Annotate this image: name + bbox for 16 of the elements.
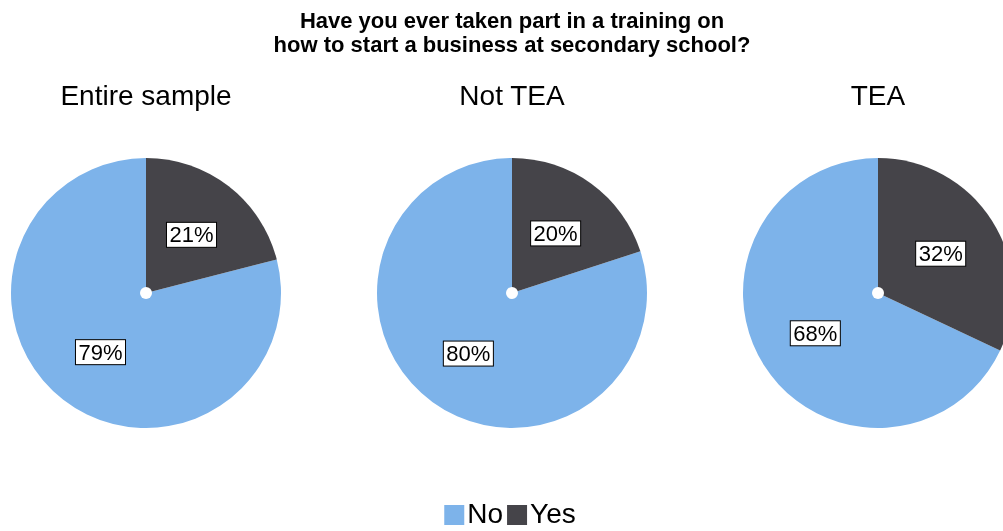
pie-slice	[146, 158, 277, 293]
pie-slice	[512, 158, 641, 293]
pie-slice	[377, 158, 647, 428]
data-label: 68%	[793, 320, 838, 346]
chart-subtitle: Entire sample	[60, 80, 232, 111]
data-label: 20%	[533, 220, 578, 246]
chart-subtitle: TEA	[850, 80, 906, 111]
chart-title: Have you ever taken part in a training on how to start a business at secondary school?	[273, 8, 751, 57]
chart-subtitle: Not TEA	[459, 80, 565, 111]
data-label: 79%	[78, 339, 123, 365]
pie-slice	[11, 158, 281, 428]
legend-label: No	[467, 498, 504, 529]
legend-label: Yes	[530, 498, 576, 529]
data-label: 32%	[918, 241, 963, 267]
data-label: 21%	[169, 222, 214, 248]
data-label: 80%	[446, 341, 491, 367]
